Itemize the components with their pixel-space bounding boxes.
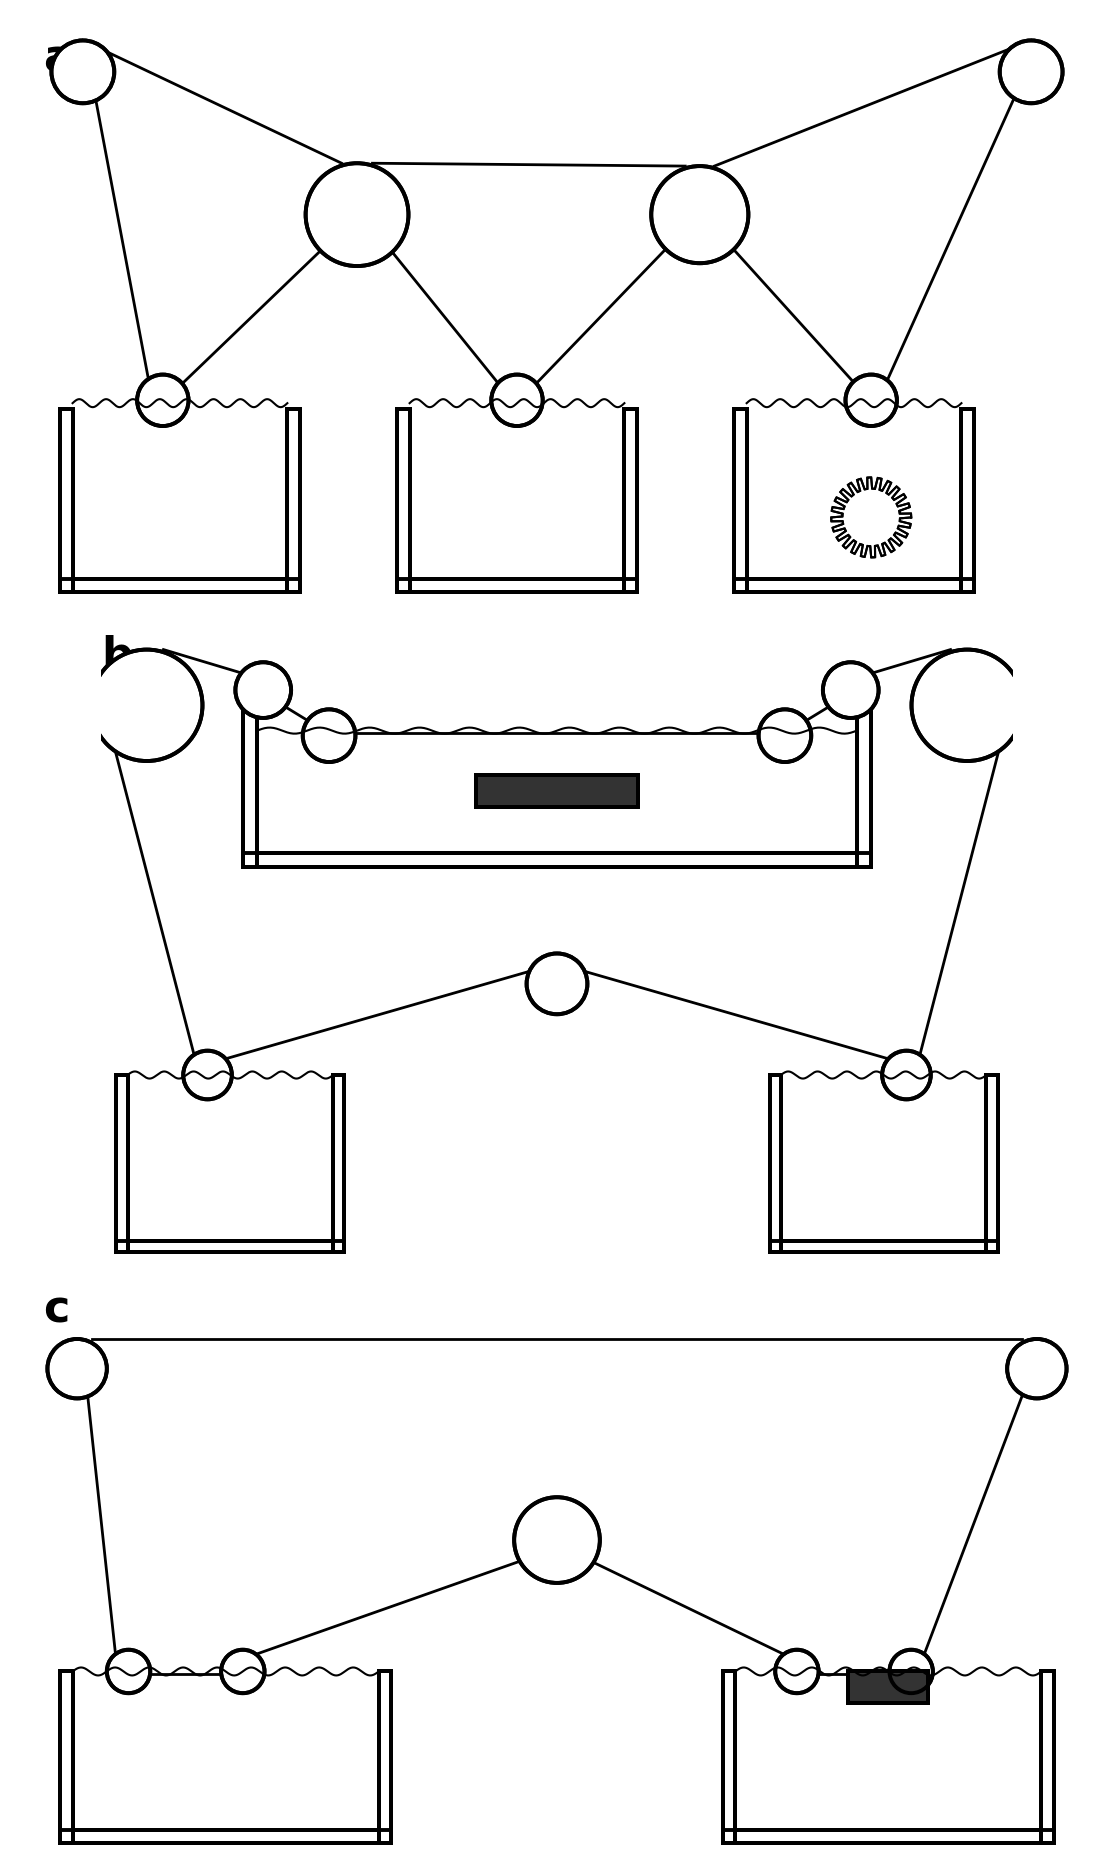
FancyBboxPatch shape xyxy=(961,408,974,592)
FancyBboxPatch shape xyxy=(60,1830,391,1843)
Ellipse shape xyxy=(889,1650,932,1693)
Ellipse shape xyxy=(527,953,587,1015)
FancyBboxPatch shape xyxy=(476,775,638,807)
Polygon shape xyxy=(831,478,911,558)
Ellipse shape xyxy=(221,1650,264,1693)
FancyBboxPatch shape xyxy=(625,408,637,592)
Ellipse shape xyxy=(51,41,115,103)
FancyBboxPatch shape xyxy=(857,674,871,867)
Ellipse shape xyxy=(235,663,291,717)
Ellipse shape xyxy=(491,375,543,425)
FancyBboxPatch shape xyxy=(770,1075,781,1253)
Ellipse shape xyxy=(823,663,879,717)
Ellipse shape xyxy=(882,1051,931,1099)
FancyBboxPatch shape xyxy=(333,1075,344,1253)
FancyBboxPatch shape xyxy=(243,854,871,867)
FancyBboxPatch shape xyxy=(987,1075,998,1253)
FancyBboxPatch shape xyxy=(287,408,300,592)
Ellipse shape xyxy=(775,1650,819,1693)
Text: b: b xyxy=(101,635,133,678)
Ellipse shape xyxy=(183,1051,232,1099)
Ellipse shape xyxy=(911,650,1023,760)
Ellipse shape xyxy=(846,375,897,425)
FancyBboxPatch shape xyxy=(734,579,974,592)
Ellipse shape xyxy=(759,710,811,762)
Ellipse shape xyxy=(999,41,1063,103)
FancyBboxPatch shape xyxy=(723,1830,1054,1843)
Ellipse shape xyxy=(652,167,749,264)
FancyBboxPatch shape xyxy=(397,579,637,592)
FancyBboxPatch shape xyxy=(734,408,746,592)
FancyBboxPatch shape xyxy=(116,1242,344,1253)
Ellipse shape xyxy=(305,163,409,266)
Text: a: a xyxy=(42,37,72,81)
Text: c: c xyxy=(42,1289,69,1332)
FancyBboxPatch shape xyxy=(723,1671,735,1843)
FancyBboxPatch shape xyxy=(60,408,72,592)
FancyBboxPatch shape xyxy=(397,408,410,592)
Ellipse shape xyxy=(515,1497,599,1583)
Ellipse shape xyxy=(137,375,188,425)
Ellipse shape xyxy=(1007,1339,1066,1399)
Ellipse shape xyxy=(107,1650,150,1693)
FancyBboxPatch shape xyxy=(849,1671,928,1703)
Ellipse shape xyxy=(48,1339,107,1399)
FancyBboxPatch shape xyxy=(379,1671,391,1843)
FancyBboxPatch shape xyxy=(1042,1671,1054,1843)
Ellipse shape xyxy=(303,710,355,762)
FancyBboxPatch shape xyxy=(60,1671,72,1843)
FancyBboxPatch shape xyxy=(770,1242,998,1253)
Ellipse shape xyxy=(91,650,203,760)
FancyBboxPatch shape xyxy=(243,674,257,867)
FancyBboxPatch shape xyxy=(116,1075,127,1253)
FancyBboxPatch shape xyxy=(60,579,300,592)
